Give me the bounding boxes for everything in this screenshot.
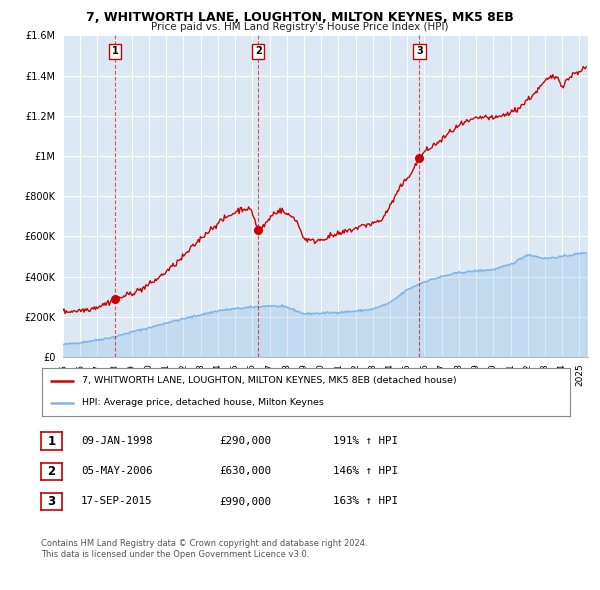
Text: 17-SEP-2015: 17-SEP-2015 (81, 497, 152, 506)
Text: 1: 1 (47, 435, 56, 448)
Text: 191% ↑ HPI: 191% ↑ HPI (333, 437, 398, 446)
Text: 3: 3 (47, 495, 56, 508)
Text: This data is licensed under the Open Government Licence v3.0.: This data is licensed under the Open Gov… (41, 550, 309, 559)
Text: 7, WHITWORTH LANE, LOUGHTON, MILTON KEYNES, MK5 8EB: 7, WHITWORTH LANE, LOUGHTON, MILTON KEYN… (86, 11, 514, 24)
Text: 163% ↑ HPI: 163% ↑ HPI (333, 497, 398, 506)
Text: 2: 2 (47, 465, 56, 478)
Text: 3: 3 (416, 47, 423, 57)
Text: Price paid vs. HM Land Registry's House Price Index (HPI): Price paid vs. HM Land Registry's House … (151, 22, 449, 32)
Text: 1: 1 (112, 47, 119, 57)
Text: 05-MAY-2006: 05-MAY-2006 (81, 467, 152, 476)
Text: 7, WHITWORTH LANE, LOUGHTON, MILTON KEYNES, MK5 8EB (detached house): 7, WHITWORTH LANE, LOUGHTON, MILTON KEYN… (82, 376, 456, 385)
Text: 2: 2 (255, 47, 262, 57)
Text: HPI: Average price, detached house, Milton Keynes: HPI: Average price, detached house, Milt… (82, 398, 323, 407)
Text: £990,000: £990,000 (219, 497, 271, 506)
Text: 146% ↑ HPI: 146% ↑ HPI (333, 467, 398, 476)
Text: £630,000: £630,000 (219, 467, 271, 476)
Text: Contains HM Land Registry data © Crown copyright and database right 2024.: Contains HM Land Registry data © Crown c… (41, 539, 367, 548)
Text: 09-JAN-1998: 09-JAN-1998 (81, 437, 152, 446)
Text: £290,000: £290,000 (219, 437, 271, 446)
